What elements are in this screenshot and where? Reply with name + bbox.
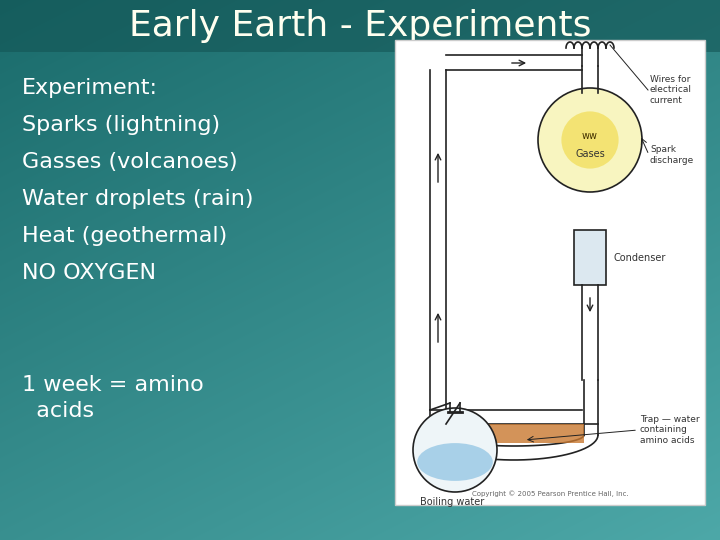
Bar (574, 230, 606, 285)
Text: Water droplets (rain): Water droplets (rain) (22, 189, 253, 209)
Text: Boiling water: Boiling water (420, 497, 485, 507)
Text: Condenser: Condenser (614, 253, 667, 263)
Text: Gases: Gases (575, 149, 605, 159)
Text: Gasses (volcanoes): Gasses (volcanoes) (22, 152, 238, 172)
Circle shape (413, 408, 497, 492)
Text: Trap — water
containing
amino acids: Trap — water containing amino acids (640, 415, 700, 445)
Bar (395, 40, 705, 505)
Bar (444, 424, 584, 443)
Text: Spark
discharge: Spark discharge (650, 145, 694, 165)
Text: NO OXYGEN: NO OXYGEN (22, 263, 156, 283)
Ellipse shape (417, 443, 492, 481)
Text: Wires for
electrical
current: Wires for electrical current (650, 75, 692, 105)
Text: Early Earth - Experiments: Early Earth - Experiments (129, 9, 591, 43)
Bar (0, 0, 720, 52)
Text: ww: ww (582, 131, 598, 141)
Text: Sparks (lightning): Sparks (lightning) (22, 115, 220, 135)
Text: Copyright © 2005 Pearson Prentice Hall, Inc.: Copyright © 2005 Pearson Prentice Hall, … (472, 490, 629, 497)
Circle shape (538, 88, 642, 192)
Text: Experiment:: Experiment: (22, 78, 158, 98)
Text: Heat (geothermal): Heat (geothermal) (22, 226, 228, 246)
Text: 1 week = amino
  acids: 1 week = amino acids (22, 375, 204, 421)
Circle shape (562, 111, 618, 168)
